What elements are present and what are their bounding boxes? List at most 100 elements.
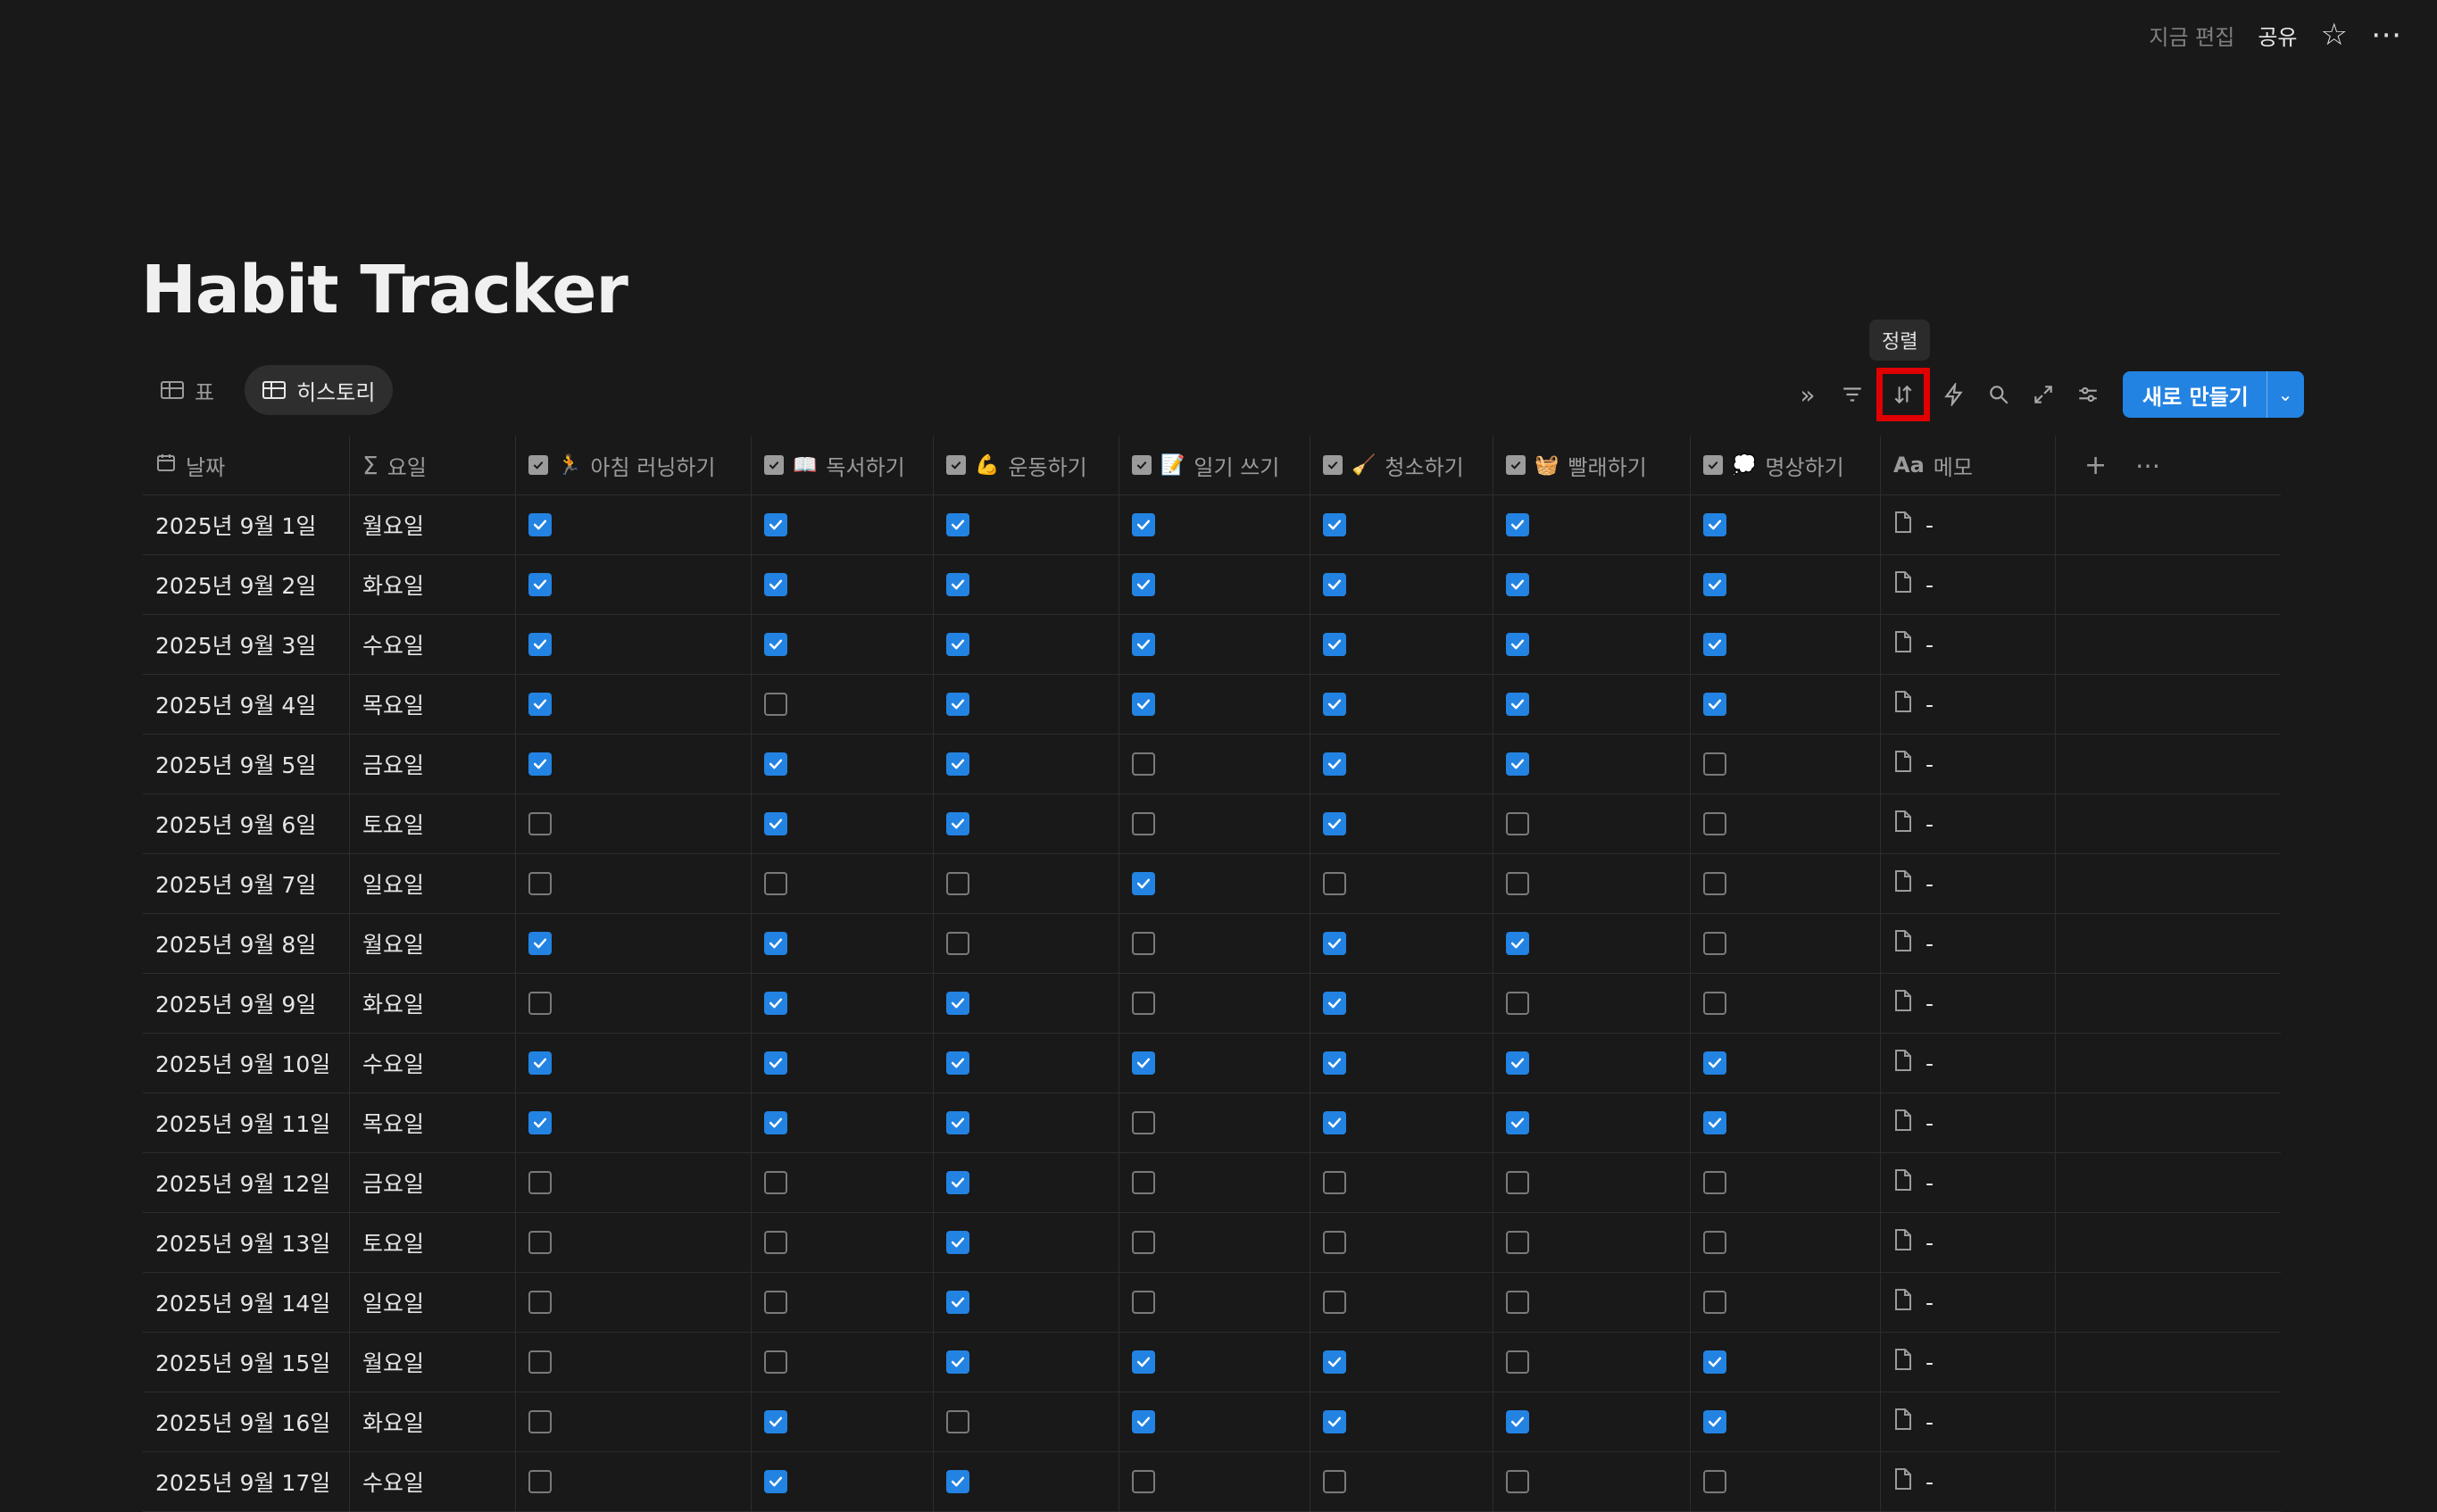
habit-checkbox[interactable] [764, 872, 787, 895]
column-header-habit[interactable]: 🧺 빨래하기 [1493, 436, 1691, 494]
memo-cell[interactable]: - [1881, 1034, 2056, 1092]
habit-checkbox[interactable] [1506, 992, 1529, 1015]
table-row[interactable]: 2025년 9월 8일 월요일 - [143, 914, 2281, 974]
habit-checkbox[interactable] [1323, 1171, 1346, 1194]
new-button[interactable]: 새로 만들기 ⌄ [2123, 371, 2304, 418]
day-cell[interactable]: 수요일 [350, 1452, 516, 1511]
table-row[interactable]: 2025년 9월 15일 월요일 - [143, 1333, 2281, 1392]
habit-checkbox[interactable] [946, 992, 969, 1015]
habit-checkbox[interactable] [1132, 633, 1155, 656]
table-row[interactable]: 2025년 9월 11일 목요일 - [143, 1093, 2281, 1153]
memo-cell[interactable]: - [1881, 854, 2056, 913]
habit-checkbox[interactable] [1703, 693, 1726, 716]
more-icon[interactable]: ⋯ [2371, 17, 2401, 53]
habit-checkbox[interactable] [764, 752, 787, 776]
habit-checkbox[interactable] [1506, 752, 1529, 776]
memo-cell[interactable]: - [1881, 555, 2056, 614]
habit-checkbox[interactable] [1506, 513, 1529, 536]
habit-checkbox[interactable] [1703, 633, 1726, 656]
day-cell[interactable]: 수요일 [350, 615, 516, 674]
page-title[interactable]: Habit Tracker [141, 252, 628, 328]
habit-checkbox[interactable] [764, 1171, 787, 1194]
habit-checkbox[interactable] [1323, 513, 1346, 536]
date-cell[interactable]: 2025년 9월 7일 [143, 854, 350, 913]
automation-icon[interactable] [1932, 372, 1976, 417]
habit-checkbox[interactable] [528, 513, 552, 536]
habit-checkbox[interactable] [1506, 932, 1529, 955]
habit-checkbox[interactable] [764, 1470, 787, 1493]
habit-checkbox[interactable] [1323, 872, 1346, 895]
date-cell[interactable]: 2025년 9월 12일 [143, 1153, 350, 1212]
habit-checkbox[interactable] [528, 812, 552, 835]
day-cell[interactable]: 월요일 [350, 495, 516, 554]
habit-checkbox[interactable] [1323, 693, 1346, 716]
habit-checkbox[interactable] [946, 752, 969, 776]
memo-cell[interactable]: - [1881, 675, 2056, 734]
habit-checkbox[interactable] [1323, 1291, 1346, 1314]
habit-checkbox[interactable] [528, 992, 552, 1015]
habit-checkbox[interactable] [528, 1291, 552, 1314]
habit-checkbox[interactable] [1703, 1051, 1726, 1075]
habit-checkbox[interactable] [1323, 633, 1346, 656]
habit-checkbox[interactable] [1506, 1291, 1529, 1314]
memo-cell[interactable]: - [1881, 615, 2056, 674]
habit-checkbox[interactable] [1703, 872, 1726, 895]
habit-checkbox[interactable] [528, 1171, 552, 1194]
column-header-habit[interactable]: 🧹 청소하기 [1310, 436, 1493, 494]
habit-checkbox[interactable] [528, 1111, 552, 1134]
habit-checkbox[interactable] [946, 633, 969, 656]
habit-checkbox[interactable] [946, 1051, 969, 1075]
add-column-icon[interactable]: + [2084, 449, 2108, 481]
habit-checkbox[interactable] [764, 1291, 787, 1314]
table-row[interactable]: 2025년 9월 10일 수요일 - [143, 1034, 2281, 1093]
habit-checkbox[interactable] [764, 1410, 787, 1433]
habit-checkbox[interactable] [946, 1231, 969, 1254]
habit-checkbox[interactable] [946, 693, 969, 716]
day-cell[interactable]: 수요일 [350, 1034, 516, 1092]
day-cell[interactable]: 월요일 [350, 914, 516, 973]
habit-checkbox[interactable] [1703, 1350, 1726, 1374]
memo-cell[interactable]: - [1881, 735, 2056, 793]
habit-checkbox[interactable] [1703, 992, 1726, 1015]
habit-checkbox[interactable] [1132, 872, 1155, 895]
memo-cell[interactable]: - [1881, 794, 2056, 853]
habit-checkbox[interactable] [1132, 992, 1155, 1015]
habit-checkbox[interactable] [1132, 1470, 1155, 1493]
habit-checkbox[interactable] [764, 1051, 787, 1075]
table-row[interactable]: 2025년 9월 7일 일요일 - [143, 854, 2281, 914]
habit-checkbox[interactable] [1323, 752, 1346, 776]
day-cell[interactable]: 금요일 [350, 735, 516, 793]
date-cell[interactable]: 2025년 9월 14일 [143, 1273, 350, 1332]
habit-checkbox[interactable] [1132, 1291, 1155, 1314]
habit-checkbox[interactable] [1506, 1111, 1529, 1134]
memo-cell[interactable]: - [1881, 495, 2056, 554]
date-cell[interactable]: 2025년 9월 10일 [143, 1034, 350, 1092]
table-row[interactable]: 2025년 9월 4일 목요일 - [143, 675, 2281, 735]
habit-checkbox[interactable] [528, 1470, 552, 1493]
habit-checkbox[interactable] [1323, 1470, 1346, 1493]
habit-checkbox[interactable] [1703, 1231, 1726, 1254]
habit-checkbox[interactable] [1703, 573, 1726, 596]
date-cell[interactable]: 2025년 9월 9일 [143, 974, 350, 1033]
habit-checkbox[interactable] [1323, 1410, 1346, 1433]
tab-history[interactable]: 히스토리 [245, 365, 394, 415]
habit-checkbox[interactable] [946, 513, 969, 536]
habit-checkbox[interactable] [528, 693, 552, 716]
habit-checkbox[interactable] [1132, 693, 1155, 716]
habit-checkbox[interactable] [1703, 1291, 1726, 1314]
habit-checkbox[interactable] [764, 992, 787, 1015]
table-row[interactable]: 2025년 9월 14일 일요일 - [143, 1273, 2281, 1333]
chevron-down-icon[interactable]: ⌄ [2266, 371, 2304, 418]
habit-checkbox[interactable] [528, 573, 552, 596]
date-cell[interactable]: 2025년 9월 11일 [143, 1093, 350, 1152]
date-cell[interactable]: 2025년 9월 1일 [143, 495, 350, 554]
habit-checkbox[interactable] [528, 1410, 552, 1433]
date-cell[interactable]: 2025년 9월 8일 [143, 914, 350, 973]
habit-checkbox[interactable] [1703, 513, 1726, 536]
habit-checkbox[interactable] [946, 573, 969, 596]
column-header-habit[interactable]: 📝 일기 쓰기 [1119, 436, 1310, 494]
habit-checkbox[interactable] [1506, 693, 1529, 716]
habit-checkbox[interactable] [946, 872, 969, 895]
memo-cell[interactable]: - [1881, 914, 2056, 973]
habit-checkbox[interactable] [1323, 932, 1346, 955]
